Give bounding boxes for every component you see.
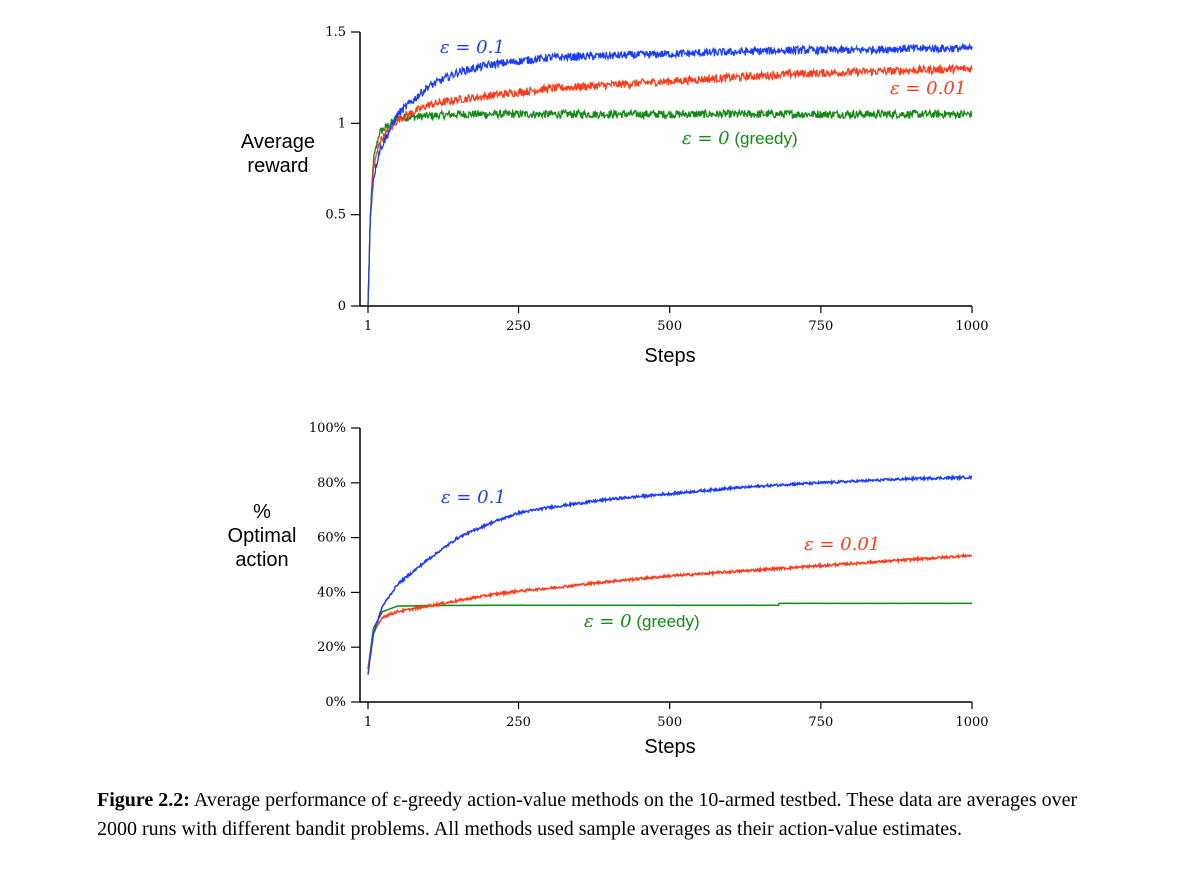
x-tick-label: 750 (808, 319, 833, 334)
average-reward-chart: 0 0.5 1 1.5 1 250 500 750 1000 Average reward St… (241, 25, 989, 367)
y-tick-label: 20% (317, 640, 346, 655)
series-line--0-greedy- (367, 602, 973, 670)
y-tick-label: 0.5 (325, 208, 346, 223)
figure-caption: Figure 2.2: Average performance of ε-gre… (97, 786, 1117, 844)
series-group (367, 42, 973, 307)
y-tick-label: 80% (317, 476, 346, 491)
x-tick-label: 1 (364, 715, 372, 730)
x-tick-label: 750 (808, 715, 833, 730)
series-label-eps-0.1: ε = 0.1 (441, 487, 506, 508)
series-line--0.01 (367, 552, 973, 670)
y-ticks: 0 0.5 1 1.5 (325, 25, 360, 314)
series-line--0.1 (367, 42, 973, 307)
y-tick-label: 60% (317, 531, 346, 546)
x-tick-label: 500 (657, 319, 682, 334)
y-axis-label: Average reward (241, 131, 315, 177)
optimal-action-chart: 0% 20% 40% 60% 80% 100% 1 250 500 750 1000 % Optim… (228, 421, 989, 758)
x-tick-label: 1000 (955, 319, 988, 334)
x-ticks: 1 250 500 750 1000 (364, 306, 989, 334)
y-tick-label: 40% (317, 585, 346, 600)
x-tick-label: 1 (364, 319, 372, 334)
series-line--0-greedy- (367, 107, 973, 307)
y-axis-label: % Optimal action (228, 501, 297, 571)
caption-text: Average performance of ε-greedy action-v… (97, 789, 1078, 840)
x-tick-label: 500 (657, 715, 682, 730)
x-tick-label: 1000 (955, 715, 988, 730)
y-tick-label: 0 (338, 299, 346, 314)
series-label-eps-0-greedy: ε = 0 (greedy) (682, 128, 798, 149)
x-axis-label: Steps (644, 345, 695, 367)
caption-label: Figure 2.2: (97, 789, 190, 811)
y-tick-label: 1 (338, 116, 346, 131)
series-group (367, 473, 973, 675)
x-ticks: 1 250 500 750 1000 (364, 702, 989, 730)
series-line--0.01 (367, 63, 973, 307)
series-line--0.1 (367, 473, 973, 675)
series-label-eps-0.1: ε = 0.1 (440, 37, 505, 58)
x-axis-label: Steps (644, 736, 695, 758)
y-tick-label: 100% (309, 421, 346, 436)
y-tick-label: 1.5 (325, 25, 346, 40)
series-label-eps-0.01: ε = 0.01 (804, 534, 880, 555)
series-label-eps-0-greedy: ε = 0 (greedy) (584, 611, 700, 632)
y-tick-label: 0% (325, 695, 346, 710)
y-ticks: 0% 20% 40% 60% 80% 100% (309, 421, 360, 710)
series-label-eps-0.01: ε = 0.01 (890, 78, 966, 99)
x-tick-label: 250 (506, 715, 531, 730)
x-tick-label: 250 (506, 319, 531, 334)
